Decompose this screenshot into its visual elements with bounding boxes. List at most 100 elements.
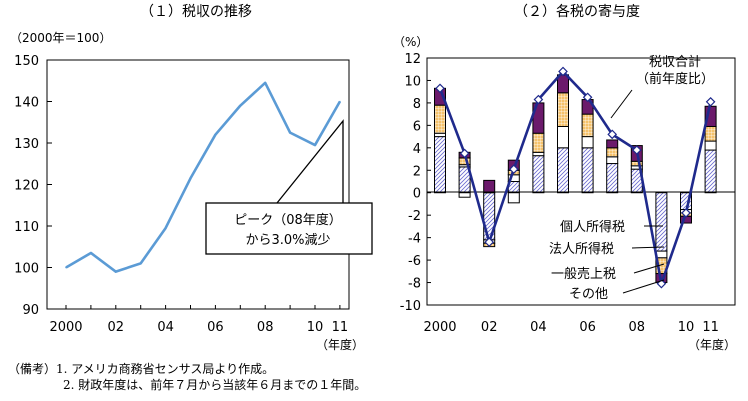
chart2-bar-sales xyxy=(434,104,446,134)
chart1-x-tick-label: 06 xyxy=(207,320,224,335)
chart2-series-label-sales: 一般売上税 xyxy=(551,266,616,282)
chart1-annotation-line1: ピーク（08年度） xyxy=(234,212,342,228)
chart2-plot-area xyxy=(426,57,736,306)
chart1-x-ticks: 2000 02 04 06 08 10 11 xyxy=(49,305,348,335)
chart2-total-marker xyxy=(681,208,691,218)
chart2-y-tick-label: 10 xyxy=(404,74,421,89)
chart2-x-tick-label: 06 xyxy=(579,320,596,335)
chart2-bar-other xyxy=(606,139,619,149)
chart1-data-point xyxy=(264,82,267,84)
chart2-x-tick-label: 02 xyxy=(481,320,498,335)
chart2-y-tick-label: 2 xyxy=(413,164,421,179)
chart2-x-tick-label: 11 xyxy=(702,320,719,335)
chart2-total-marker xyxy=(459,148,470,159)
chart2-bar-sales xyxy=(606,147,619,158)
chart2-y-tick-label: 12 xyxy=(404,52,421,67)
chart2-bar-corporate xyxy=(434,132,446,138)
chart2-bar-corporate xyxy=(581,136,594,149)
chart2-bar-negative xyxy=(458,192,471,198)
chart1-title: （１）税収の推移 xyxy=(140,4,252,20)
chart2-x-axis-label: （年度） xyxy=(688,337,736,352)
chart1-data-point xyxy=(289,131,291,134)
chart2-bar-negative xyxy=(507,192,520,204)
chart1-annotation-pointer xyxy=(276,119,344,204)
chart2-bar-corporate xyxy=(532,151,545,157)
chart2-y-tick-label: -2 xyxy=(408,209,421,224)
chart2-y-tick-label: -10 xyxy=(400,299,421,314)
chart2-total-marker xyxy=(631,145,642,155)
chart1-annotation-line2: から3.0%減少 xyxy=(245,232,330,248)
chart2-y-tick-label: 6 xyxy=(413,119,421,134)
chart1-x-tick-label: 10 xyxy=(307,320,324,335)
chart2-total-label-sub: （前年度比） xyxy=(636,71,714,87)
chart1-x-tick-label: 04 xyxy=(157,320,174,335)
chart1-data-point xyxy=(214,133,217,136)
chart2-y-tick-label: -6 xyxy=(408,254,421,269)
chart2-total-marker xyxy=(582,92,593,103)
chart2-bar-personal xyxy=(704,149,717,194)
chart2-bar-personal xyxy=(557,147,569,194)
chart2-bar-personal xyxy=(655,192,668,252)
chart2-title: （２）各税の寄与度 xyxy=(514,3,640,20)
chart1-y-tick-label: 110 xyxy=(14,220,39,235)
chart2-bar-sales xyxy=(581,113,594,138)
chart2-y-tick-label: 0 xyxy=(413,187,421,202)
chart2-bar-other xyxy=(483,179,496,194)
chart2-total-line xyxy=(438,70,712,285)
chart2-x-tick-label: 08 xyxy=(629,320,646,335)
chart1-y-tick-label: 100 xyxy=(14,262,39,277)
note-line-1: （備考）1. アメリカ商務省センサス局より作成。 xyxy=(8,362,275,376)
chart1-data-point xyxy=(239,104,242,107)
chart2-bar-personal xyxy=(532,155,545,194)
chart1-data-point xyxy=(164,227,167,229)
chart2-y-tick-label: -8 xyxy=(408,277,421,292)
chart1-x-tick-label: 2000 xyxy=(49,320,82,335)
chart2-x-ticks: 2000 02 04 06 08 10 11 xyxy=(423,320,718,335)
chart2-y-tick-label: -4 xyxy=(408,232,421,247)
chart2-total-marker xyxy=(533,94,544,105)
chart2-bar-corporate xyxy=(557,125,569,149)
chart2-total-marker xyxy=(607,129,618,140)
chart2-bar-personal xyxy=(434,136,446,194)
chart1-x-axis-label: （年度） xyxy=(316,337,364,352)
chart2-bar-sales xyxy=(704,125,717,142)
chart1-data-point xyxy=(139,262,142,265)
chart2-bar-corporate xyxy=(606,156,619,165)
chart1-y-tick-label: 90 xyxy=(22,303,39,318)
chart1-unit-label: （2000年＝100） xyxy=(10,31,111,45)
chart1-y-tick-label: 130 xyxy=(14,137,39,152)
note-line-2: 2. 財政年度は、前年７月から当該年６月までの１年間。 xyxy=(63,378,367,392)
chart2-series-pointer-other xyxy=(622,279,665,294)
chart2-series-label-other: その他 xyxy=(569,287,608,302)
chart2-series-pointer-corporate xyxy=(631,246,665,249)
chart2-bar-sales xyxy=(532,132,545,153)
chart2-total-marker xyxy=(558,66,568,77)
chart2-bar-personal xyxy=(606,163,619,194)
chart2-bar-personal xyxy=(581,147,594,194)
chart2-total-marker xyxy=(435,83,445,94)
chart2-series-pointer-sales xyxy=(633,263,665,274)
chart2-total-marker xyxy=(705,96,716,107)
chart1-annotation-box xyxy=(205,202,373,255)
chart1-data-point xyxy=(115,270,117,273)
chart1-data-point xyxy=(339,100,341,103)
chart1-data-point xyxy=(90,252,92,254)
chart1-x-tick-label: 02 xyxy=(108,320,125,335)
chart2-y-tick-label: 8 xyxy=(413,97,421,112)
chart1-y-tick-label: 140 xyxy=(14,96,39,111)
chart1-plot-area xyxy=(46,59,350,310)
chart2-x-tick-label: 04 xyxy=(530,320,547,335)
chart2-bar-sales xyxy=(557,92,569,127)
chart2-unit-label: （%） xyxy=(393,35,428,49)
chart2-x-tick-label: 10 xyxy=(678,320,695,335)
notes: （備考）1. アメリカ商務省センサス局より作成。 2. 財政年度は、前年７月から… xyxy=(8,361,366,393)
chart1-data-point xyxy=(189,177,192,180)
chart1-x-tick-label: 11 xyxy=(332,320,349,335)
chart2-total-marker xyxy=(484,237,495,247)
chart1-x-tick-label: 08 xyxy=(257,320,274,335)
chart2-total-label: 税収合計 xyxy=(649,54,701,70)
chart1-series xyxy=(65,81,342,273)
chart2-y-tick-label: 4 xyxy=(413,142,421,157)
chart1-y-ticks: 90 100 110 120 130 140 150 xyxy=(14,54,52,318)
